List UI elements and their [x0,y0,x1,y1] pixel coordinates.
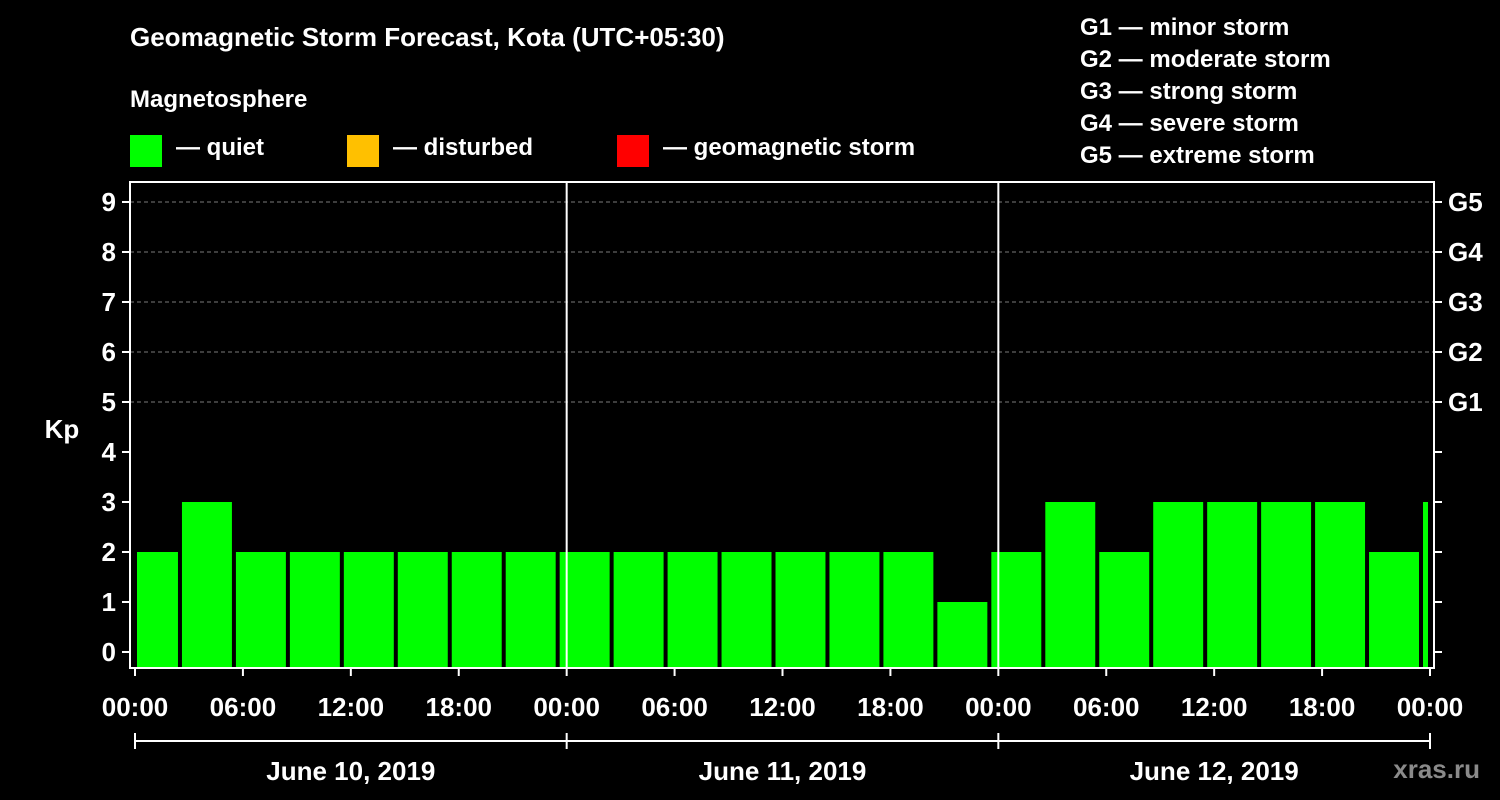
kp-bar [721,552,772,668]
day-label: June 10, 2019 [266,756,435,786]
g-level-label: G4 [1448,237,1483,267]
legend-swatch-disturbed [347,135,379,167]
magnetosphere-label: Magnetosphere [130,86,308,113]
y-tick-label: 3 [102,487,116,517]
kp-bar [1423,502,1428,668]
x-tick-label: 18:00 [857,692,924,722]
g-level-label: G2 [1448,337,1483,367]
kp-bar [1369,552,1420,668]
g-level-label: G3 [1448,287,1483,317]
kp-bar [289,552,340,668]
x-tick-label: 12:00 [318,692,385,722]
kp-bar [775,552,826,668]
y-tick-label: 1 [102,587,116,617]
y-tick-label: 0 [102,637,116,667]
kp-bar [559,552,610,668]
kp-bar [505,552,556,668]
kp-bar [235,552,286,668]
kp-bar [1315,502,1366,668]
g-scale-item: G2 — moderate storm [1080,46,1331,73]
y-tick-label: 5 [102,387,116,417]
y-tick-label: 6 [102,337,116,367]
kp-bar [667,552,718,668]
x-tick-label: 00:00 [533,692,600,722]
kp-bar [397,552,448,668]
watermark: xras.ru [1393,754,1480,784]
kp-bar [137,552,178,668]
legend-swatch-storm [617,135,649,167]
legend-label-disturbed: — disturbed [393,134,534,161]
x-tick-label: 06:00 [210,692,277,722]
x-tick-label: 06:00 [1073,692,1140,722]
y-axis-label: Kp [45,414,80,444]
y-tick-label: 7 [102,287,116,317]
g-scale-item: G1 — minor storm [1080,14,1290,41]
x-tick-label: 18:00 [1289,692,1356,722]
g-level-label: G1 [1448,387,1483,417]
chart-title: Geomagnetic Storm Forecast, Kota (UTC+05… [130,22,725,52]
kp-bar [829,552,880,668]
kp-bar [613,552,664,668]
y-tick-label: 2 [102,537,116,567]
kp-bar [1261,502,1312,668]
y-tick-label: 4 [102,437,117,467]
g-level-label: G5 [1448,187,1483,217]
x-tick-label: 12:00 [1181,692,1248,722]
kp-bar [937,602,988,668]
day-label: June 11, 2019 [699,756,867,786]
kp-bar [1099,552,1150,668]
legend-label-storm: — geomagnetic storm [663,134,916,161]
kp-bar [181,502,232,668]
kp-bar [1045,502,1096,668]
legend-label-quiet: — quiet [176,134,264,161]
legend-swatch-quiet [130,135,162,167]
kp-bar [883,552,934,668]
y-tick-label: 9 [102,187,116,217]
x-tick-label: 06:00 [641,692,708,722]
x-tick-label: 00:00 [965,692,1032,722]
kp-bar [343,552,394,668]
g-scale-item: G5 — extreme storm [1080,142,1315,169]
kp-bar [1153,502,1204,668]
y-tick-label: 8 [102,237,116,267]
x-tick-label: 18:00 [426,692,493,722]
g-scale-item: G3 — strong storm [1080,78,1298,105]
kp-bar [451,552,502,668]
g-scale-item: G4 — severe storm [1080,110,1299,137]
day-label: June 12, 2019 [1130,756,1299,786]
kp-bar [991,552,1042,668]
x-tick-label: 00:00 [1397,692,1464,722]
x-tick-label: 00:00 [102,692,169,722]
kp-bar [1207,502,1258,668]
x-tick-label: 12:00 [749,692,816,722]
